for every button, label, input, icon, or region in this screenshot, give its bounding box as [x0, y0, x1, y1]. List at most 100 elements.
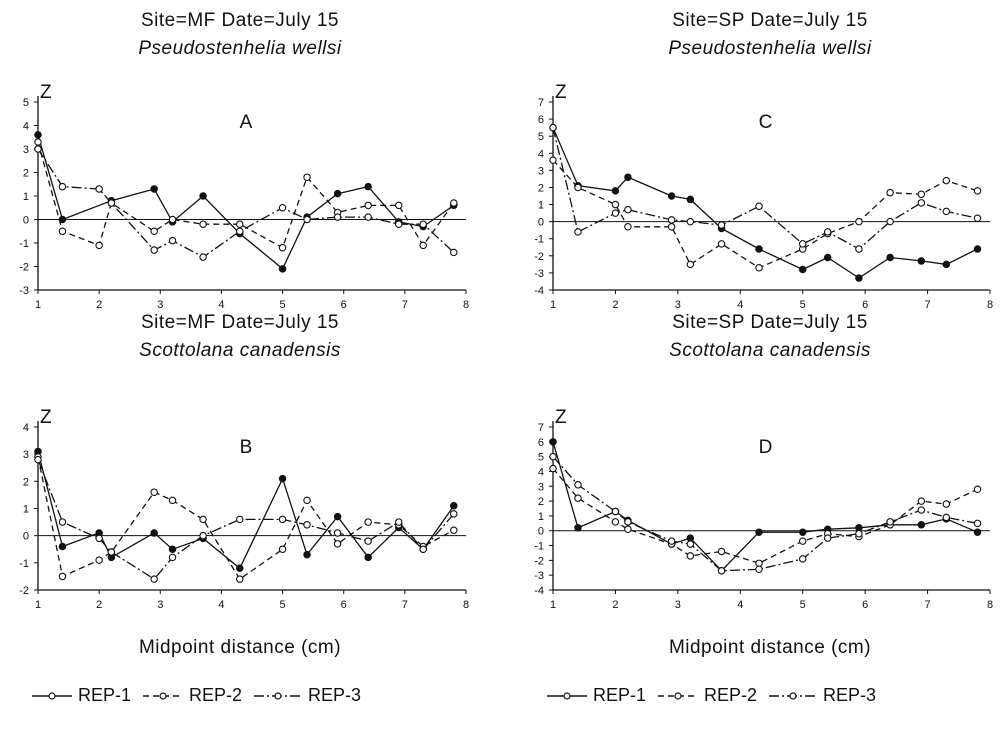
- y-tick-label: -2: [19, 262, 29, 274]
- y-tick-label: 2: [23, 168, 29, 180]
- chart-subtitle-c: Pseudostenhelia wellsi: [668, 38, 872, 59]
- y-tick-label: 4: [23, 121, 29, 133]
- data-point-rep-3: [236, 227, 244, 236]
- data-point-rep-3: [278, 204, 287, 212]
- x-tick-label: 8: [987, 299, 993, 311]
- y-tick-label: -1: [19, 558, 29, 570]
- data-point-rep-3: [917, 199, 926, 207]
- x-tick-label: 7: [402, 599, 408, 611]
- y-tick-label: 3: [23, 449, 29, 461]
- x-tick-label: 2: [612, 599, 618, 611]
- y-tick-label: 6: [538, 437, 544, 449]
- data-point-rep-1: [150, 185, 158, 193]
- data-point-rep-1: [973, 245, 982, 253]
- data-point-rep-2: [624, 223, 632, 231]
- data-point-rep-1: [549, 438, 557, 446]
- x-tick-label: 3: [157, 299, 163, 311]
- y-axis-label: Z: [40, 407, 52, 428]
- legend-right: REP-1 REP-2 REP-3: [545, 685, 876, 706]
- data-point-rep-2: [667, 223, 676, 231]
- data-point-rep-2: [450, 199, 458, 207]
- data-point-rep-3: [624, 205, 632, 214]
- y-tick-label: 0: [23, 215, 29, 227]
- x-tick-label: 8: [463, 599, 469, 611]
- data-point-rep-1: [333, 189, 342, 198]
- data-point-rep-3: [419, 220, 427, 228]
- data-point-rep-3: [798, 555, 807, 563]
- data-point-rep-1: [798, 528, 807, 536]
- x-tick-label: 7: [402, 299, 408, 311]
- data-point-rep-2: [717, 547, 726, 556]
- data-point-rep-3: [973, 214, 982, 222]
- chart-panel-d: -4 -3 -2 -1 0 1 2 3 4 5 6 7 1 2 3 4 5 6 7 8 Z D: [534, 407, 993, 611]
- data-point-rep-1: [942, 260, 951, 269]
- data-point-rep-2: [58, 227, 67, 236]
- data-point-rep-3: [717, 566, 726, 575]
- data-point-rep-2: [855, 217, 863, 226]
- x-tick-label: 2: [96, 599, 102, 611]
- x-tick-label: 2: [612, 299, 618, 311]
- data-point-rep-2: [168, 496, 177, 505]
- data-point-rep-2: [574, 494, 582, 502]
- data-point-rep-3: [942, 207, 951, 216]
- y-tick-label: 0: [538, 217, 544, 229]
- data-point-rep-2: [717, 240, 726, 248]
- y-tick-label: -1: [534, 234, 544, 246]
- data-point-rep-3: [549, 452, 557, 461]
- data-point-rep-1: [574, 524, 582, 532]
- legend-swatch-rep-3: [254, 691, 303, 700]
- data-point-rep-2: [886, 188, 894, 197]
- y-tick-label: 4: [538, 466, 544, 478]
- panel-label: C: [759, 112, 773, 133]
- x-tick-label: 3: [675, 599, 681, 611]
- y-tick-label: 7: [538, 422, 544, 434]
- chart-subtitle-a: Pseudostenhelia wellsi: [138, 38, 342, 59]
- data-point-rep-1: [917, 521, 926, 529]
- x-axis-label-right: Midpoint distance (cm): [668, 637, 872, 658]
- data-point-rep-3: [34, 455, 42, 464]
- data-point-rep-1: [150, 529, 158, 537]
- data-point-rep-2: [917, 190, 926, 199]
- data-point-rep-1: [278, 474, 287, 483]
- x-tick-label: 1: [35, 599, 41, 611]
- y-tick-label: -1: [534, 541, 544, 553]
- legend-swatch-rep-1: [32, 691, 72, 700]
- x-tick-label: 8: [463, 299, 469, 311]
- data-point-rep-2: [419, 241, 427, 250]
- x-tick-label: 4: [737, 299, 743, 311]
- chart-title-c: Site=SP Date=July 15: [672, 10, 868, 31]
- y-tick-label: 5: [23, 97, 29, 109]
- y-tick-label: 3: [23, 144, 29, 156]
- x-tick-label: 1: [550, 599, 556, 611]
- data-point-rep-3: [394, 220, 403, 228]
- series-line-rep-3: [552, 456, 978, 572]
- x-tick-label: 6: [862, 299, 868, 311]
- data-point-rep-3: [34, 145, 42, 153]
- data-point-rep-3: [855, 245, 863, 253]
- data-point-rep-3: [58, 182, 67, 191]
- y-tick-label: 7: [538, 97, 544, 109]
- data-point-rep-1: [886, 253, 894, 262]
- y-tick-label: 5: [538, 452, 544, 464]
- y-tick-label: 0: [23, 531, 29, 543]
- data-point-rep-2: [624, 525, 632, 533]
- legend-label-rep-1: REP-1: [593, 685, 647, 705]
- y-tick-label: 1: [23, 504, 29, 516]
- y-tick-label: 1: [538, 200, 544, 212]
- data-point-rep-3: [755, 202, 763, 211]
- data-point-rep-1: [168, 545, 177, 554]
- legend-swatch-rep-1: [547, 691, 587, 700]
- data-point-rep-3: [150, 246, 158, 254]
- data-point-rep-3: [917, 506, 926, 514]
- data-point-rep-3: [303, 215, 311, 224]
- data-point-rep-3: [823, 534, 832, 542]
- x-axis-label-left: Midpoint distance (cm): [138, 637, 342, 658]
- y-tick-label: 0: [538, 526, 544, 538]
- data-point-rep-3: [394, 518, 403, 526]
- data-point-rep-2: [450, 526, 458, 534]
- y-axis-label: Z: [555, 82, 567, 103]
- y-tick-label: 4: [23, 422, 29, 434]
- data-point-rep-1: [624, 173, 632, 181]
- data-point-rep-2: [549, 156, 557, 164]
- x-tick-label: 1: [550, 299, 556, 311]
